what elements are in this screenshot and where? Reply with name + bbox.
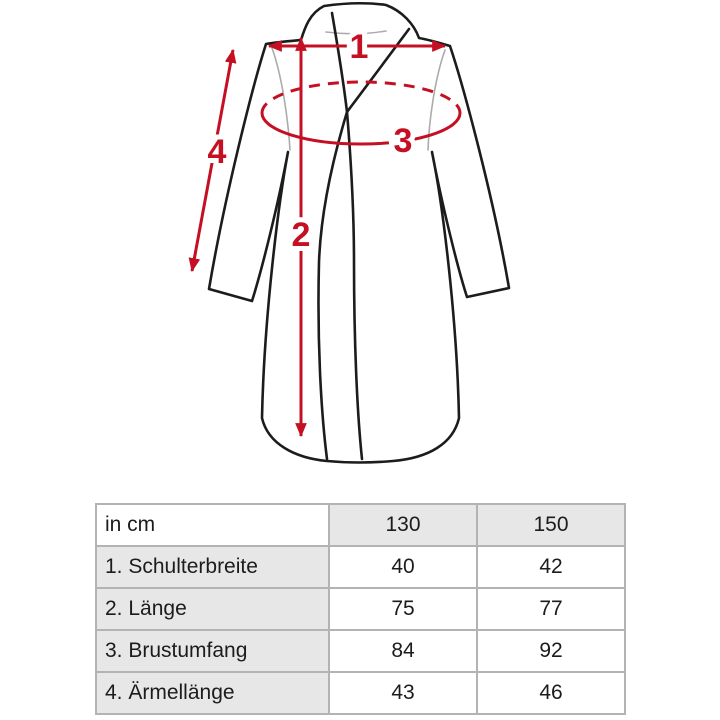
table-row: 2. Länge 75 77 [95, 587, 626, 631]
left-lapel-line-icon [330, 11, 364, 461]
left-armhole-seam-icon [271, 47, 291, 151]
row-label-brustumfang: 3. Brustumfang [95, 629, 330, 673]
right-armhole-seam-icon [427, 49, 446, 151]
unit-header-cell: in cm [95, 503, 330, 547]
row-label-aermellaenge: 4. Ärmellänge [95, 671, 330, 715]
measure-label-1: 1 [350, 28, 369, 66]
row-label-laenge: 2. Länge [95, 587, 330, 631]
value-cell: 84 [328, 629, 478, 673]
value-cell: 46 [476, 671, 626, 715]
sleeve-length-arrow [188, 48, 237, 273]
size-column-130: 130 [328, 503, 478, 547]
back-neck-seam-icon [325, 30, 387, 35]
chest-ellipse-dashed-arc [260, 80, 462, 114]
robe-measurement-diagram: 1 2 3 4 [188, 1, 511, 464]
robe-diagram-svg: 1 2 3 4 [188, 1, 511, 464]
table-row: 4. Ärmellänge 43 46 [95, 671, 626, 715]
row-label-schulterbreite: 1. Schulterbreite [95, 545, 330, 589]
measure-label-4: 4 [208, 133, 227, 171]
value-cell: 77 [476, 587, 626, 631]
size-table: in cm 130 150 1. Schulterbreite 40 42 2.… [95, 503, 626, 715]
right-lapel-line-icon [317, 27, 411, 461]
table-row: 1. Schulterbreite 40 42 [95, 545, 626, 589]
value-cell: 40 [328, 545, 478, 589]
size-table-header-row: in cm 130 150 [95, 503, 626, 547]
value-cell: 75 [328, 587, 478, 631]
robe-outline-icon [207, 1, 511, 464]
measure-label-3: 3 [394, 122, 413, 160]
value-cell: 42 [476, 545, 626, 589]
size-column-150: 150 [476, 503, 626, 547]
value-cell: 92 [476, 629, 626, 673]
value-cell: 43 [328, 671, 478, 715]
table-row: 3. Brustumfang 84 92 [95, 629, 626, 673]
measure-label-2: 2 [292, 216, 311, 254]
chest-ellipse-solid-arc [260, 112, 462, 146]
